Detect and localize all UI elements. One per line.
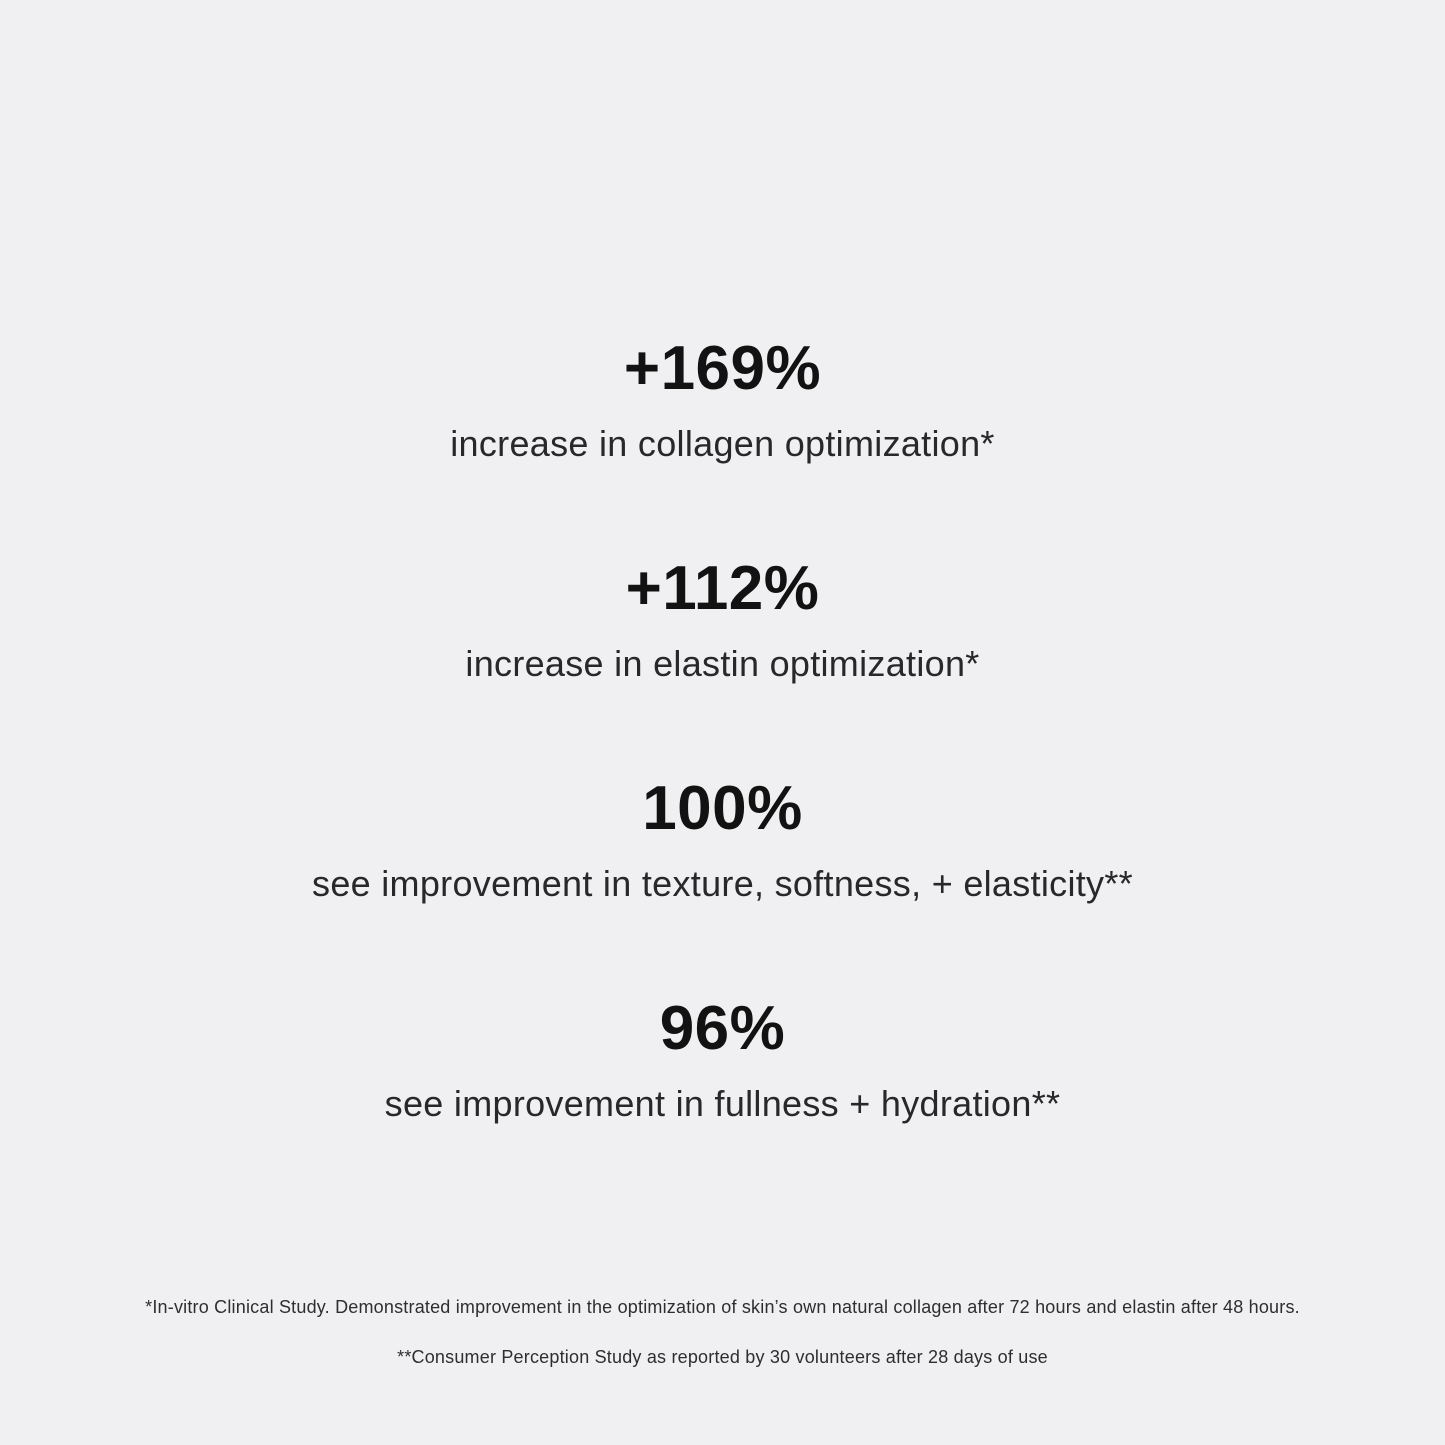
stat-fullness: 96% see improvement in fullness + hydrat… (0, 998, 1445, 1126)
stat-fullness-value: 96% (659, 994, 786, 1063)
footnote-invitro-study: *In-vitro Clinical Study. Demonstrated i… (145, 1297, 1300, 1317)
stat-collagen: +169% increase in collagen optimization* (0, 338, 1445, 466)
stat-elastin-label: increase in elastin optimization* (465, 643, 980, 684)
stat-elastin-value: +112% (625, 554, 820, 623)
stat-texture: 100% see improvement in texture, softnes… (0, 778, 1445, 906)
footnotes: *In-vitro Clinical Study. Demonstrated i… (0, 1296, 1445, 1368)
stats-list: +169% increase in collagen optimization*… (0, 338, 1445, 1126)
stat-fullness-label: see improvement in fullness + hydration*… (384, 1083, 1061, 1124)
stat-elastin: +112% increase in elastin optimization* (0, 558, 1445, 686)
stat-texture-value: 100% (642, 774, 803, 843)
footnote-consumer-study: **Consumer Perception Study as reported … (397, 1347, 1048, 1367)
stat-texture-label: see improvement in texture, softness, + … (312, 863, 1133, 904)
stat-collagen-label: increase in collagen optimization* (450, 423, 995, 464)
stat-collagen-value: +169% (623, 334, 822, 403)
